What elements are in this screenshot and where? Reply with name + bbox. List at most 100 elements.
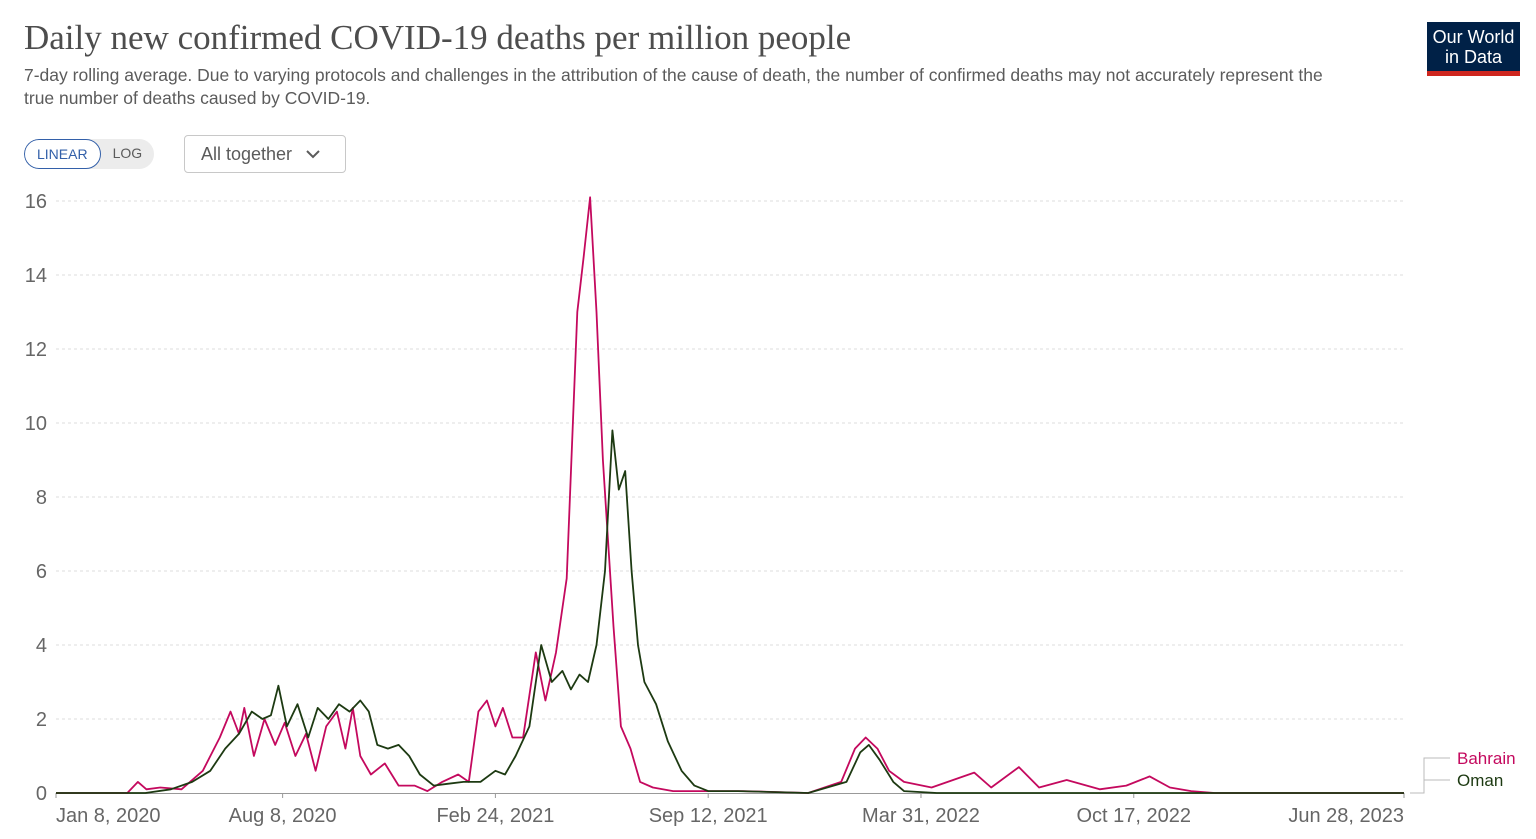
data-point: [504, 774, 505, 775]
logo-line-2: in Data: [1444, 47, 1503, 67]
data-point: [877, 748, 878, 749]
scale-toggle: LINEAR LOG: [24, 139, 155, 169]
series-line-bahrain: [56, 196, 1404, 794]
log-scale-button[interactable]: LOG: [112, 145, 143, 161]
data-point: [502, 707, 503, 708]
data-point: [270, 715, 271, 716]
data-point: [181, 789, 182, 790]
data-point: [681, 770, 682, 771]
data-point: [936, 792, 937, 793]
data-point: [535, 652, 536, 653]
data-point: [854, 748, 855, 749]
data-point: [541, 644, 542, 645]
y-tick-label: 12: [25, 339, 47, 361]
data-point: [737, 791, 738, 792]
data-point: [618, 489, 619, 490]
data-point: [562, 670, 563, 671]
data-point: [262, 718, 263, 719]
data-point: [384, 763, 385, 764]
data-point: [637, 644, 638, 645]
data-point: [865, 737, 866, 738]
data-point: [370, 774, 371, 775]
data-point: [495, 770, 496, 771]
data-point: [696, 791, 697, 792]
x-tick-label: Sep 12, 2021: [649, 805, 768, 827]
data-point: [160, 787, 161, 788]
data-point: [251, 711, 252, 712]
data-point: [480, 781, 481, 782]
data-point: [210, 770, 211, 771]
series-lines: [55, 196, 1404, 794]
data-point: [145, 792, 146, 793]
data-point: [974, 772, 975, 773]
data-point: [486, 700, 487, 701]
data-point: [625, 471, 626, 472]
y-tick-label: 0: [36, 783, 47, 805]
data-point: [1126, 785, 1127, 786]
data-point: [442, 781, 443, 782]
data-point: [244, 707, 245, 708]
chart-subtitle: 7-day rolling average. Due to varying pr…: [24, 65, 1323, 108]
logo-line-1: Our World: [1432, 27, 1515, 47]
data-point: [398, 744, 399, 745]
data-point: [238, 733, 239, 734]
data-point: [1066, 779, 1067, 780]
legend-label-bahrain[interactable]: Bahrain: [1457, 749, 1516, 768]
data-point: [868, 744, 869, 745]
y-axis-ticks: 0 2 4 6 8 10 12 14 16: [25, 191, 47, 805]
data-point: [673, 791, 674, 792]
data-point: [566, 578, 567, 579]
data-point: [433, 785, 434, 786]
data-point: [590, 197, 591, 198]
data-point: [1169, 787, 1170, 788]
data-point: [202, 770, 203, 771]
data-point: [458, 774, 459, 775]
data-point: [846, 781, 847, 782]
x-tick-label: Feb 24, 2021: [436, 805, 554, 827]
data-point: [1018, 767, 1019, 768]
owid-logo[interactable]: Our World in Data: [1427, 22, 1520, 76]
data-point: [1149, 776, 1150, 777]
data-point: [640, 781, 641, 782]
data-point: [529, 726, 530, 727]
data-point: [708, 791, 709, 792]
linear-scale-button[interactable]: LINEAR: [24, 139, 101, 169]
data-point: [596, 311, 597, 312]
y-tick-label: 14: [25, 265, 47, 287]
data-point: [409, 755, 410, 756]
x-tick-label: Jun 28, 2023: [1288, 805, 1404, 827]
data-point: [602, 459, 603, 460]
data-point: [55, 792, 56, 793]
legend-label-oman[interactable]: Oman: [1457, 771, 1503, 790]
x-tick-label: Aug 8, 2020: [229, 805, 337, 827]
chevron-down-icon: [306, 150, 320, 159]
data-point: [613, 626, 614, 627]
data-point: [991, 787, 992, 788]
facet-dropdown[interactable]: All together: [184, 135, 346, 173]
data-point: [630, 748, 631, 749]
data-point: [570, 689, 571, 690]
y-tick-label: 10: [25, 413, 47, 435]
data-point: [170, 789, 171, 790]
data-point: [387, 748, 388, 749]
data-point: [225, 748, 226, 749]
legend-connector: [1410, 757, 1450, 794]
data-point: [338, 704, 339, 705]
data-point: [230, 711, 231, 712]
x-tick-label: Mar 31, 2022: [862, 805, 980, 827]
data-point: [620, 726, 621, 727]
data-point: [219, 737, 220, 738]
data-point: [447, 783, 448, 784]
data-point: [604, 570, 605, 571]
data-point: [841, 781, 842, 782]
data-point: [345, 748, 346, 749]
series-line-oman: [56, 429, 1404, 794]
data-point: [612, 430, 613, 431]
data-point: [478, 711, 479, 712]
data-point: [583, 256, 584, 257]
legend-connector: [1410, 779, 1450, 794]
data-point: [297, 704, 298, 705]
data-point: [1403, 792, 1404, 793]
data-point: [308, 737, 309, 738]
data-point: [336, 711, 337, 712]
